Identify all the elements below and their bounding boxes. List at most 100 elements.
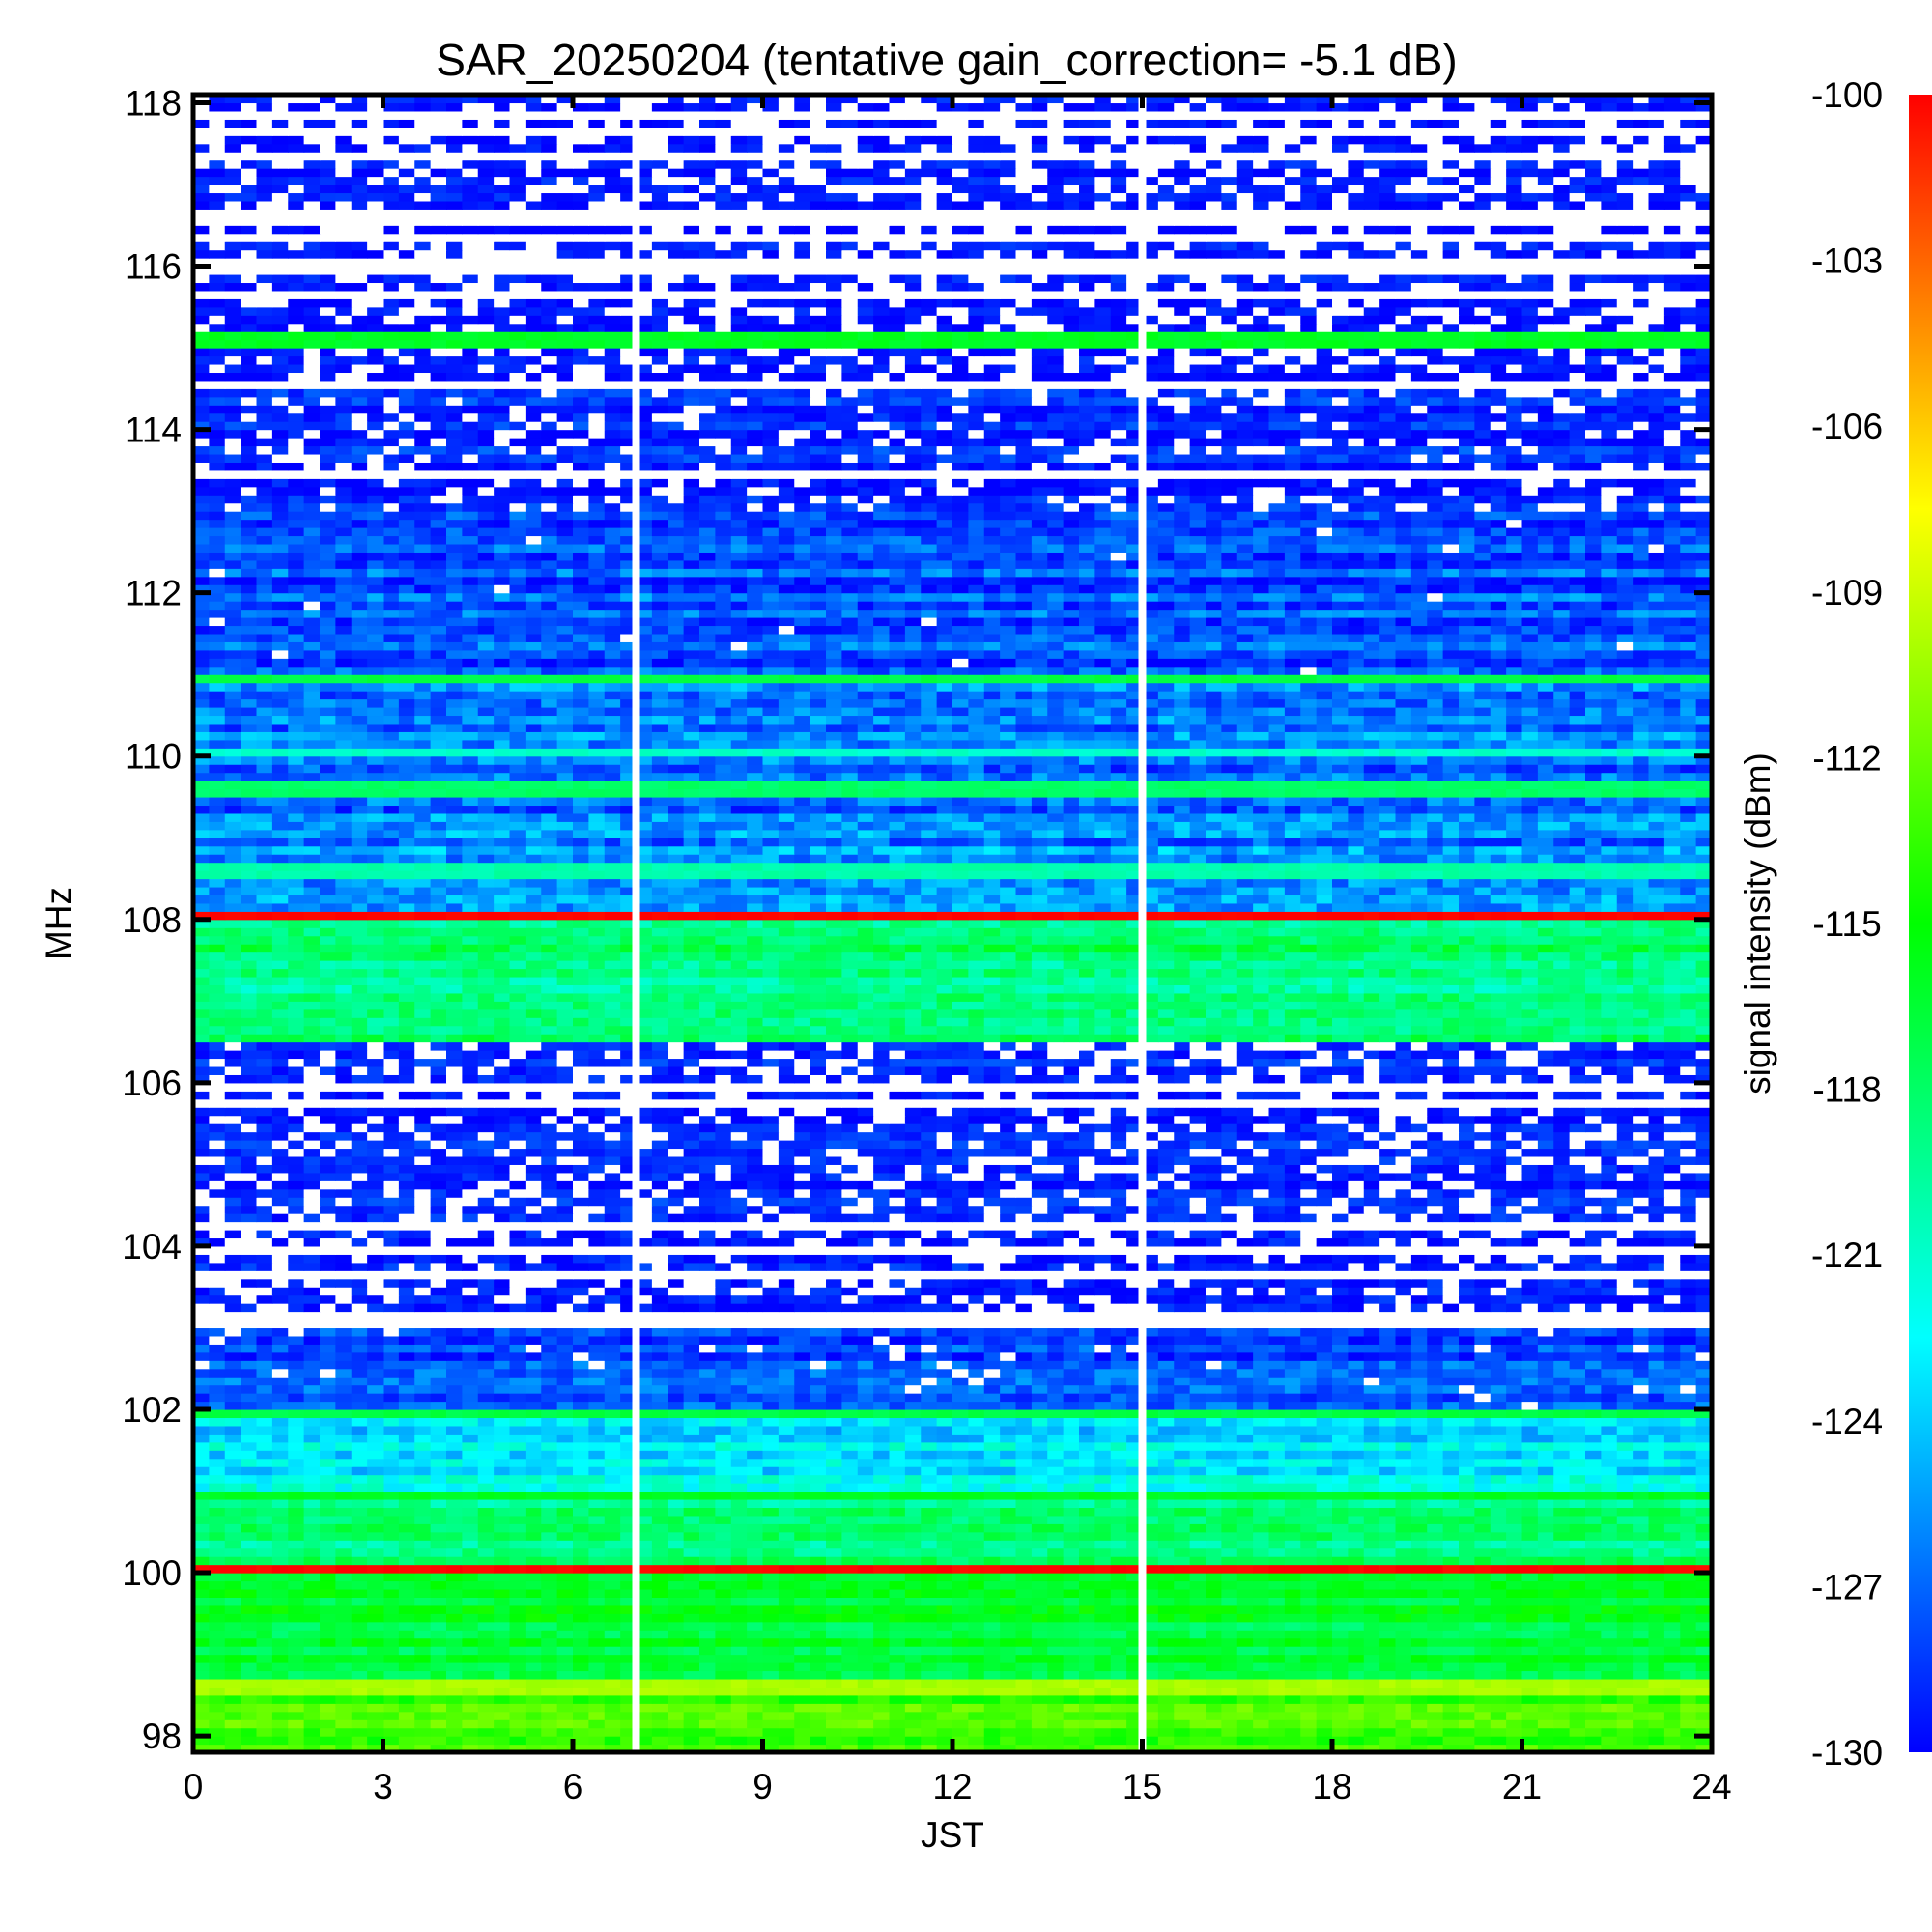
heatmap-cell bbox=[1157, 1450, 1175, 1460]
heatmap-cell bbox=[636, 1450, 653, 1460]
heatmap-cell bbox=[904, 1498, 922, 1508]
heatmap-cell bbox=[1601, 1458, 1618, 1467]
heatmap-cell bbox=[509, 1588, 526, 1598]
heatmap-cell bbox=[1663, 1458, 1681, 1467]
heatmap-cell bbox=[921, 1621, 938, 1631]
heatmap-cell bbox=[952, 1474, 969, 1484]
heatmap-cell bbox=[256, 1351, 273, 1361]
heatmap-cell bbox=[256, 1654, 273, 1663]
heatmap-cell bbox=[1142, 1335, 1159, 1345]
heatmap-cell bbox=[303, 1393, 321, 1403]
heatmap-cell bbox=[1648, 1466, 1665, 1476]
heatmap-cell bbox=[1490, 1474, 1507, 1484]
heatmap-cell bbox=[383, 1344, 400, 1353]
heatmap-cell bbox=[1521, 1393, 1539, 1403]
heatmap-cell bbox=[351, 1327, 368, 1337]
heatmap-cell bbox=[952, 1523, 969, 1533]
heatmap-cell bbox=[1031, 1605, 1048, 1614]
heatmap-cell bbox=[1569, 1654, 1586, 1663]
heatmap-cell bbox=[1157, 1466, 1175, 1476]
heatmap-cell bbox=[462, 1744, 479, 1753]
heatmap-cell bbox=[1221, 1434, 1238, 1443]
heatmap-cell bbox=[968, 1613, 985, 1623]
heatmap-cell bbox=[1648, 1434, 1665, 1443]
heatmap-cell bbox=[1506, 1564, 1523, 1574]
heatmap-cell bbox=[1585, 1694, 1602, 1704]
heatmap-cell bbox=[1094, 1483, 1112, 1492]
heatmap-cell bbox=[620, 1531, 638, 1541]
heatmap-cell bbox=[936, 1621, 953, 1631]
heatmap-cell bbox=[1680, 1630, 1697, 1639]
heatmap-cell bbox=[604, 1483, 621, 1492]
heatmap-cell bbox=[256, 1670, 273, 1680]
heatmap-cell bbox=[320, 1417, 336, 1427]
heatmap-cell bbox=[1379, 1425, 1397, 1435]
heatmap-cell bbox=[762, 1498, 780, 1508]
heatmap-cell bbox=[651, 1507, 668, 1517]
heatmap-cell bbox=[1680, 1580, 1697, 1590]
heatmap-cell bbox=[573, 1408, 589, 1419]
heatmap-cell bbox=[1459, 1491, 1475, 1500]
heatmap-cell bbox=[1553, 1458, 1571, 1467]
heatmap-cell bbox=[794, 1425, 811, 1435]
heatmap-cell bbox=[651, 1531, 668, 1541]
heatmap-cell bbox=[1521, 1556, 1539, 1566]
heatmap-cell bbox=[1648, 1548, 1665, 1557]
heatmap-cell bbox=[1663, 1711, 1681, 1720]
heatmap-cell bbox=[1284, 1630, 1301, 1639]
heatmap-cell bbox=[241, 1401, 258, 1410]
heatmap-cell bbox=[1506, 1351, 1523, 1361]
heatmap-cell bbox=[1094, 1377, 1112, 1386]
heatmap-cell bbox=[1142, 1727, 1159, 1737]
heatmap-cell bbox=[494, 1434, 511, 1443]
heatmap-cell bbox=[271, 1327, 289, 1337]
heatmap-cell bbox=[1695, 1498, 1713, 1508]
heatmap-cell bbox=[1142, 1434, 1159, 1443]
heatmap-cell bbox=[588, 1450, 606, 1460]
heatmap-cell bbox=[509, 1670, 526, 1680]
heatmap-cell bbox=[794, 1694, 811, 1704]
heatmap-cell bbox=[1316, 1744, 1333, 1753]
heatmap-cell bbox=[1521, 1441, 1539, 1451]
heatmap-cell bbox=[383, 1637, 400, 1647]
heatmap-cell bbox=[271, 1597, 289, 1606]
heatmap-cell bbox=[367, 1678, 384, 1688]
heatmap-cell bbox=[224, 1597, 242, 1606]
heatmap-cell bbox=[1300, 1425, 1318, 1435]
heatmap-cell bbox=[1459, 1670, 1475, 1680]
heatmap-cell bbox=[1663, 1556, 1681, 1566]
heatmap-cell bbox=[1000, 1531, 1017, 1541]
heatmap-cell bbox=[904, 1327, 922, 1337]
heatmap-cell bbox=[1569, 1515, 1586, 1524]
heatmap-cell bbox=[1633, 1360, 1650, 1370]
heatmap-cell bbox=[730, 1434, 748, 1443]
heatmap-cell bbox=[715, 1687, 732, 1696]
heatmap-cell bbox=[383, 1515, 400, 1524]
heatmap-cell bbox=[1427, 1703, 1444, 1713]
heatmap-cell bbox=[1363, 1548, 1380, 1557]
heatmap-cell bbox=[541, 1694, 558, 1704]
heatmap-cell bbox=[604, 1474, 621, 1484]
heatmap-cell bbox=[1663, 1662, 1681, 1672]
heatmap-cell bbox=[541, 1450, 558, 1460]
heatmap-cell bbox=[952, 1360, 969, 1370]
heatmap-cell bbox=[1221, 1523, 1238, 1533]
heatmap-cell bbox=[367, 1719, 384, 1729]
heatmap-cell bbox=[414, 1466, 432, 1476]
heatmap-cell bbox=[1553, 1393, 1571, 1403]
heatmap-cell bbox=[699, 1540, 716, 1549]
heatmap-cell bbox=[1601, 1351, 1618, 1361]
heatmap-cell bbox=[1601, 1540, 1618, 1549]
heatmap-cell bbox=[1521, 1597, 1539, 1606]
heatmap-cell bbox=[857, 1678, 874, 1688]
heatmap-cell bbox=[1521, 1687, 1539, 1696]
heatmap-cell bbox=[1474, 1719, 1492, 1729]
heatmap-cell bbox=[983, 1613, 1001, 1623]
heatmap-cell bbox=[1300, 1678, 1318, 1688]
heatmap-cell bbox=[477, 1491, 495, 1500]
heatmap-cell bbox=[1094, 1687, 1112, 1696]
heatmap-cell bbox=[525, 1377, 542, 1386]
heatmap-cell bbox=[556, 1719, 574, 1729]
heatmap-cell bbox=[747, 1703, 764, 1713]
heatmap-cell bbox=[383, 1678, 400, 1688]
